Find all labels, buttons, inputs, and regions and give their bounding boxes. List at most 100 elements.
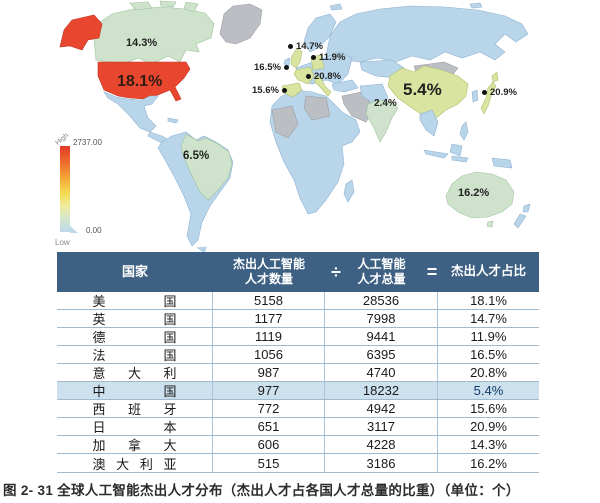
cell-country-text: 中国 bbox=[92, 384, 177, 399]
japan-hokkaido bbox=[491, 71, 499, 83]
cell-ratio: 16.2% bbox=[438, 454, 539, 472]
table-row: 西班牙 772 4942 15.6% bbox=[57, 400, 539, 418]
cell-elite: 772 bbox=[213, 400, 325, 417]
island-svalbard bbox=[329, 3, 343, 11]
map-label-brazil: 6.5% bbox=[183, 150, 210, 163]
table-row: 意大利 987 4740 20.8% bbox=[57, 364, 539, 382]
cell-country-text: 法国 bbox=[92, 348, 177, 363]
map-label-text: 11.9% bbox=[319, 52, 346, 63]
header-ratio: 杰出人才占比 bbox=[450, 264, 526, 279]
cell-country: 英国 bbox=[57, 310, 213, 327]
map-label-italy: 20.8% bbox=[306, 72, 341, 82]
cell-elite-text: 1056 bbox=[254, 347, 283, 362]
data-table: 国家 杰出人工智能 人才数量 ÷ 人工智能 人才总量 = 杰出人才占比 美国 51… bbox=[57, 252, 539, 473]
cell-elite-text: 5158 bbox=[254, 293, 283, 308]
cell-total-text: 6395 bbox=[366, 347, 396, 362]
map-label-spain: 15.6% bbox=[252, 86, 287, 96]
cell-ratio-text: 18.1% bbox=[470, 293, 507, 308]
cell-country: 中国 bbox=[57, 382, 213, 399]
cell-ratio-text: 14.7% bbox=[470, 311, 507, 326]
cell-total-text: 18232 bbox=[362, 383, 400, 398]
cell-elite: 1056 bbox=[213, 346, 325, 363]
island-cuba bbox=[167, 117, 179, 124]
map-label-text: 5.4% bbox=[403, 80, 442, 99]
map-label-text: 20.8% bbox=[314, 71, 341, 82]
table-row: 澳大利亚 515 3186 16.2% bbox=[57, 454, 539, 472]
map-label-text: 18.1% bbox=[117, 73, 163, 90]
table-header: 国家 杰出人工智能 人才数量 ÷ 人工智能 人才总量 = 杰出人才占比 bbox=[57, 252, 539, 292]
legend-high-value: 2737.00 bbox=[73, 138, 102, 147]
cell-elite-text: 515 bbox=[257, 455, 280, 471]
island-java-east bbox=[451, 155, 469, 163]
region-north-africa bbox=[303, 95, 331, 121]
header-total-line1: 人工智能 bbox=[357, 257, 406, 271]
cell-country-text: 澳大利亚 bbox=[92, 456, 177, 472]
table-row: 英国 1177 7998 14.7% bbox=[57, 310, 539, 328]
world-map: 14.3% 18.1% 6.5% 14.7% 11.9% 16.5% 20.8% 15.6% 5… bbox=[0, 0, 600, 250]
cell-elite: 651 bbox=[213, 418, 325, 435]
table-row: 法国 1056 6395 16.5% bbox=[57, 346, 539, 364]
cell-country: 意大利 bbox=[57, 364, 213, 381]
cell-country-text: 英国 bbox=[92, 312, 177, 327]
map-label-france: 16.5% bbox=[254, 63, 289, 73]
cell-total-text: 3117 bbox=[367, 419, 395, 434]
cell-elite-text: 987 bbox=[257, 365, 280, 380]
map-marker-dot bbox=[281, 88, 287, 94]
map-marker-dot bbox=[283, 65, 289, 71]
cell-country-text: 日本 bbox=[92, 420, 177, 435]
nz-south-island bbox=[513, 213, 527, 229]
cell-elite: 987 bbox=[213, 364, 325, 381]
cell-elite-text: 977 bbox=[257, 383, 280, 398]
state-alaska bbox=[59, 14, 103, 51]
map-label-japan: 20.9% bbox=[482, 88, 517, 98]
table-row: 日本 651 3117 20.9% bbox=[57, 418, 539, 436]
cell-total-text: 4228 bbox=[366, 437, 396, 452]
map-marker-dot bbox=[306, 74, 311, 80]
country-china bbox=[387, 65, 469, 119]
map-label-text: 2.4% bbox=[374, 98, 397, 109]
legend-high-label: High bbox=[54, 132, 70, 147]
map-label-text: 14.3% bbox=[126, 37, 158, 49]
country-brazil bbox=[180, 133, 233, 201]
cell-country: 美国 bbox=[57, 292, 213, 309]
map-marker-dot bbox=[482, 90, 487, 96]
cell-ratio: 11.9% bbox=[438, 328, 539, 345]
cell-country: 西班牙 bbox=[57, 400, 213, 417]
country-philippines bbox=[459, 121, 469, 141]
figure-caption: 图 2- 31 全球人工智能杰出人才分布（杰出人才占各国人才总量的比重）（单位：… bbox=[3, 483, 520, 498]
cell-country: 澳大利亚 bbox=[57, 454, 213, 472]
cell-ratio: 14.3% bbox=[438, 436, 539, 453]
cell-total-text: 9441 bbox=[366, 329, 396, 344]
island-sumatra-java bbox=[423, 149, 449, 159]
region-indochina bbox=[419, 109, 439, 137]
map-label-canada: 14.3% bbox=[126, 38, 157, 49]
cell-elite: 5158 bbox=[213, 292, 325, 309]
cell-total: 18232 bbox=[325, 382, 438, 399]
cell-ratio: 14.7% bbox=[438, 310, 539, 327]
country-usa bbox=[97, 61, 191, 102]
cell-total: 6395 bbox=[325, 346, 438, 363]
cell-country: 德国 bbox=[57, 328, 213, 345]
cell-country: 加拿大 bbox=[57, 436, 213, 453]
cell-ratio: 18.1% bbox=[438, 292, 539, 309]
cell-elite-text: 1177 bbox=[254, 311, 283, 326]
cell-total: 4942 bbox=[325, 400, 438, 417]
cell-total-text: 4942 bbox=[366, 401, 396, 416]
cell-country-text: 德国 bbox=[92, 330, 177, 345]
island-siberia bbox=[469, 2, 483, 9]
country-france bbox=[293, 66, 315, 85]
map-marker-dot bbox=[311, 55, 316, 61]
map-label-text: 6.5% bbox=[183, 150, 210, 162]
cell-ratio-text: 16.5% bbox=[470, 347, 507, 362]
canada-arctic-island-2 bbox=[159, 0, 177, 8]
header-elite-line1: 杰出人工智能 bbox=[232, 257, 305, 271]
cell-ratio-text: 15.6% bbox=[470, 401, 507, 416]
header-country: 国家 bbox=[121, 263, 148, 279]
country-australia bbox=[445, 171, 515, 219]
cell-total: 4740 bbox=[325, 364, 438, 381]
table-body: 美国 5158 28536 18.1% 英国 1177 7998 14.7% 德国 1119 944… bbox=[57, 292, 539, 473]
cell-ratio: 5.4% bbox=[438, 382, 539, 399]
island-new-guinea bbox=[491, 157, 513, 169]
cell-elite-text: 1119 bbox=[255, 329, 282, 344]
